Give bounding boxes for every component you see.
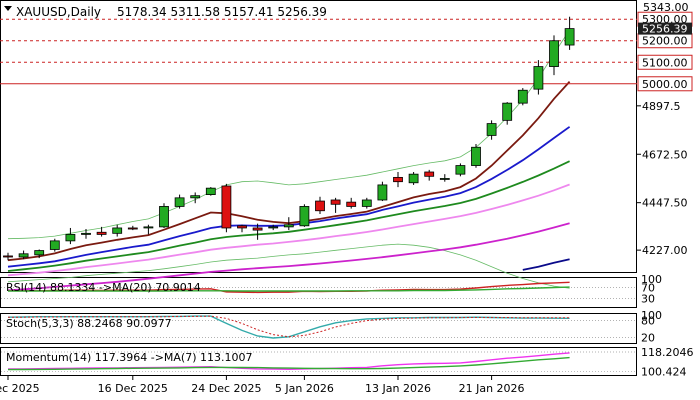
y-tick-label-top: 5343.00 bbox=[643, 1, 689, 14]
y-tick-label: 70 bbox=[641, 281, 655, 294]
bollinger-lower-line bbox=[7, 243, 570, 289]
candle-body bbox=[190, 195, 201, 199]
x-tick-label: 5 Jan 2026 bbox=[275, 382, 334, 395]
momentum-title: Momentum(14) 117.3964 ->MA(7) 113.1007 bbox=[6, 351, 253, 364]
y-tick-label: 30 bbox=[641, 293, 655, 306]
y-tick-label: 118.2046 bbox=[641, 346, 694, 359]
price-series-group bbox=[0, 16, 637, 292]
candle-body bbox=[299, 206, 310, 227]
rsi-series-group bbox=[1, 281, 636, 299]
level-label-box bbox=[637, 76, 693, 92]
candle-body bbox=[221, 185, 232, 229]
stoch-series-group bbox=[1, 315, 636, 339]
symbol-title: XAUUSD,Daily bbox=[16, 5, 101, 19]
candle-body bbox=[549, 40, 559, 67]
candle-body bbox=[283, 224, 294, 228]
y-tick-label: 4897.5 bbox=[642, 100, 681, 113]
level-label: 5100.00 bbox=[642, 56, 688, 69]
candle-body bbox=[393, 176, 403, 183]
candle-body bbox=[533, 66, 544, 90]
ohlc-values: 5178.34 5311.58 5157.41 5256.39 bbox=[117, 5, 327, 19]
x-tick-label: 21 Jan 2026 bbox=[459, 382, 525, 395]
y-max-label: 100 bbox=[641, 309, 662, 322]
candle-body bbox=[81, 232, 91, 235]
candle-body bbox=[377, 184, 388, 201]
x-tick-label: 24 Dec 2025 bbox=[191, 382, 261, 395]
candle-body bbox=[34, 250, 45, 256]
x-tick-label: 16 Dec 2025 bbox=[98, 382, 168, 395]
candle-body bbox=[439, 178, 450, 180]
candle-body bbox=[268, 226, 279, 229]
candle-body bbox=[18, 253, 29, 258]
dropdown-triangle-icon[interactable] bbox=[4, 6, 12, 11]
rsi-title: RSI(14) 88.1334 ->MA(20) 70.9014 bbox=[6, 281, 201, 294]
current-price-box bbox=[638, 22, 692, 35]
ema-navy-line bbox=[522, 258, 570, 271]
y-tick-label: 20 bbox=[641, 331, 655, 344]
candle-body bbox=[65, 234, 76, 242]
candle-body bbox=[3, 255, 13, 258]
y-tick-label: 4447.50 bbox=[642, 197, 688, 210]
level-label: 5000.00 bbox=[642, 78, 688, 91]
candle-body bbox=[330, 199, 341, 205]
candle-body bbox=[143, 226, 154, 229]
rsi_ma-line bbox=[8, 286, 570, 292]
momentum_ma-line bbox=[7, 356, 570, 371]
y-max-label: 100 bbox=[641, 273, 662, 286]
y-tick-label: 80 bbox=[641, 315, 655, 328]
candle-body bbox=[471, 146, 481, 166]
level-label: 5200.00 bbox=[642, 35, 688, 48]
stoch-title: Stoch(5,3,3) 88.2468 90.0977 bbox=[6, 317, 172, 330]
ema-magenta-line bbox=[7, 222, 570, 292]
x-tick-label: 8 Dec 2025 bbox=[0, 382, 40, 395]
candle-body bbox=[361, 199, 372, 207]
x-tick-label: 13 Jan 2026 bbox=[365, 382, 431, 395]
candle-body bbox=[517, 89, 528, 104]
y-tick-label: 100.424 bbox=[641, 365, 687, 378]
rsi-pane bbox=[0, 277, 637, 308]
candle-body bbox=[424, 171, 435, 177]
ema-pink-line bbox=[7, 183, 570, 277]
current-price-label: 5256.39 bbox=[642, 23, 688, 36]
y-tick-label: 4227.00 bbox=[642, 244, 688, 257]
candle-body bbox=[159, 206, 169, 228]
candle-body bbox=[96, 231, 107, 235]
y-tick-label: 4672.50 bbox=[642, 148, 688, 161]
candle-body bbox=[346, 201, 357, 207]
candle-body bbox=[502, 102, 513, 121]
candle-body bbox=[127, 227, 138, 230]
momentum-series-group bbox=[1, 351, 636, 372]
candle-body bbox=[112, 227, 123, 234]
candle-body bbox=[455, 165, 466, 175]
candle-body bbox=[174, 197, 185, 207]
stoch_d-line bbox=[8, 315, 570, 338]
candle-body bbox=[486, 123, 497, 136]
candle-body bbox=[252, 227, 263, 231]
candle-body bbox=[237, 225, 247, 229]
candle-body bbox=[49, 240, 60, 250]
ema-green-line bbox=[7, 160, 570, 272]
candle-body bbox=[564, 28, 575, 46]
candle-body bbox=[408, 173, 419, 184]
candle-body bbox=[205, 187, 216, 196]
axis-labels-group: 5343.004227.004447.504672.504897.55300.0… bbox=[0, 1, 694, 395]
candle-body bbox=[315, 200, 325, 212]
level-label-box bbox=[637, 54, 693, 70]
